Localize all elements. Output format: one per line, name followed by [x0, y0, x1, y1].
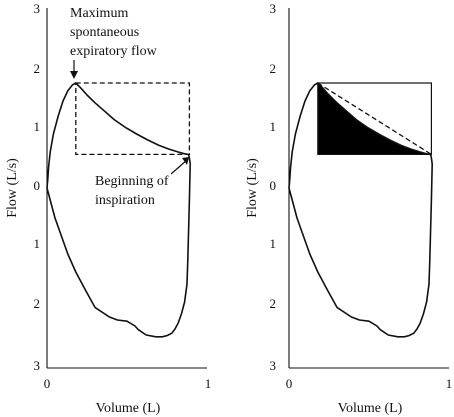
left-y-tick-label: 1	[34, 236, 41, 251]
left-y-axis-title: Flow (L/s)	[5, 158, 20, 218]
left-x-tick-label: 0	[44, 376, 51, 391]
left-y-tick-label: 3	[34, 358, 41, 373]
left-flow-volume-loop	[46, 82, 191, 338]
annotation-maximum-line3: expiratory flow	[70, 44, 158, 59]
right-solid-box	[317, 82, 432, 156]
left-y-tick-label: 1	[34, 119, 41, 134]
left-y-tick-label: 3	[34, 1, 41, 16]
right-y-tick-label: 1	[270, 119, 277, 134]
right-y-tick-label: 3	[270, 1, 277, 16]
right-filled-region	[317, 83, 432, 155]
right-x-tick-label: 0	[286, 376, 293, 391]
right-x-axis-title: Volume (L)	[338, 401, 403, 416]
left-x-tick-label: 1	[205, 376, 212, 391]
right-panel: 3 2 1 0 1 2 3 0 1 Volume (L) Flow (L/s)	[245, 1, 452, 416]
right-flow-volume-loop	[288, 82, 433, 338]
right-y-tick-label: 2	[270, 61, 277, 76]
annotation-maximum-arrowhead	[70, 71, 78, 79]
right-y-tick-label: 2	[270, 296, 277, 311]
right-y-tick-label: 0	[270, 178, 277, 193]
annotation-maximum-line2: spontaneous	[70, 25, 139, 40]
left-dashed-box	[75, 82, 191, 156]
left-y-tick-label: 2	[34, 296, 41, 311]
left-y-tick-label: 2	[34, 61, 41, 76]
annotation-inspiration-arrow	[170, 159, 188, 175]
right-x-tick-label: 1	[446, 376, 453, 391]
left-y-tick-label: 0	[34, 178, 41, 193]
right-y-tick-label: 3	[270, 358, 277, 373]
right-y-axis-title: Flow (L/s)	[245, 158, 260, 218]
right-dashed-diagonal	[317, 82, 432, 155]
annotation-inspiration-line2: inspiration	[95, 193, 155, 208]
left-x-axis-title: Volume (L)	[96, 401, 161, 416]
annotation-inspiration-line1: Beginning of	[95, 174, 169, 189]
left-panel: 3 2 1 0 1 2 3 0 1 Volume (L) Flow (L/s) …	[5, 1, 211, 416]
right-y-tick-label: 1	[270, 236, 277, 251]
annotation-inspiration-arrowhead	[182, 157, 189, 165]
annotation-maximum-line1: Maximum	[70, 6, 128, 21]
